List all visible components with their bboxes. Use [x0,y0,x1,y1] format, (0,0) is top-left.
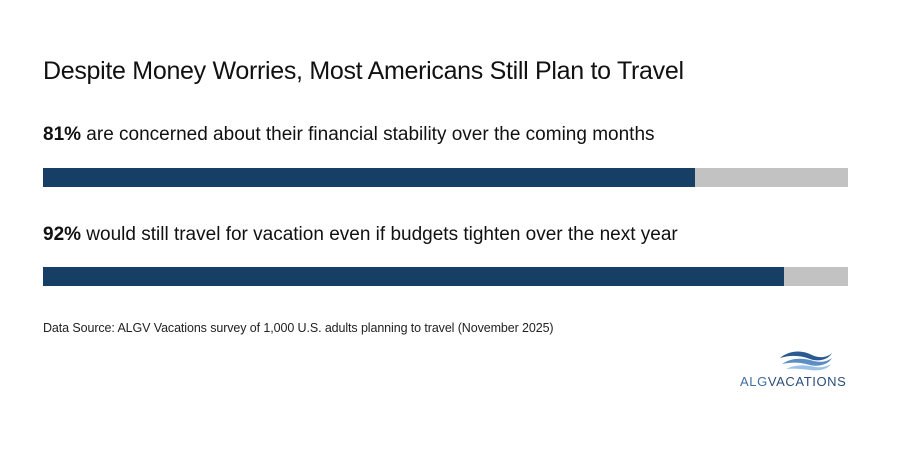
stat-value-1: 81% [43,124,82,145]
data-source-note: Data Source: ALGV Vacations survey of 1,… [43,321,554,335]
stat-text-1: are concerned about their financial stab… [81,124,655,145]
stat-text-2: would still travel for vacation even if … [81,224,678,245]
logo-text-vacations: VACATIONS [767,374,847,389]
stat-value-2: 92% [43,224,82,245]
bar-fill-1 [43,168,696,187]
bar-fill-2 [43,267,784,286]
stat-label-2: 92% would still travel for vacation even… [43,224,678,246]
waves-logo-icon [780,351,832,371]
logo-text-alg: ALG [740,374,768,389]
chart-title: Despite Money Worries, Most Americans St… [43,57,684,85]
logo-wordmark: ALGVACATIONS [740,374,846,389]
bar-track-2 [43,267,848,286]
bar-track-1 [43,168,848,187]
company-logo: ALGVACATIONS [740,348,870,394]
stat-label-1: 81% are concerned about their financial … [43,124,655,146]
